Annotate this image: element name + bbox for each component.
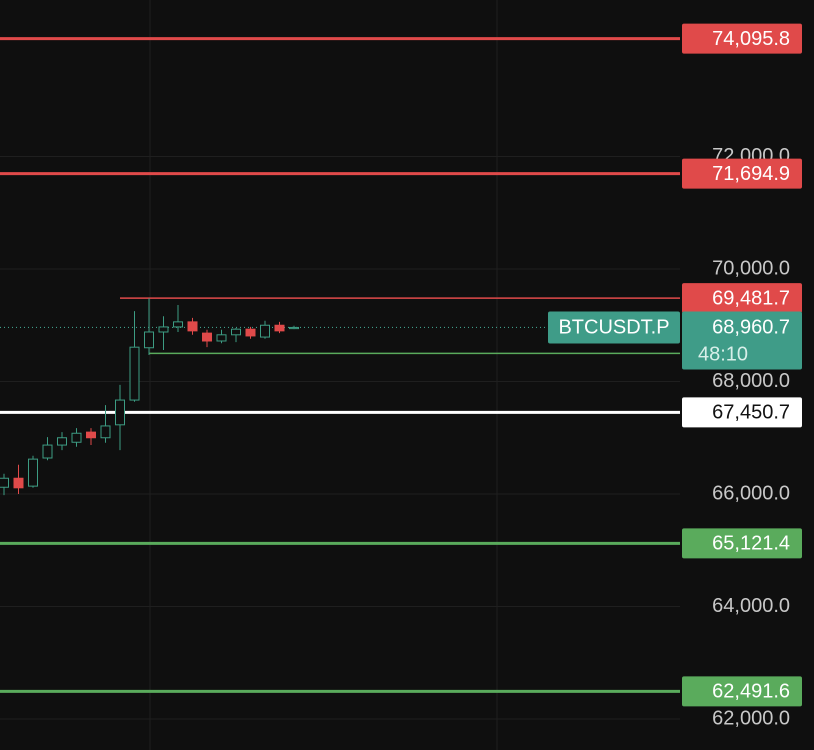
level-label: 74,095.8: [712, 28, 790, 50]
y-tick-label: 62,000.0: [712, 707, 790, 729]
candle-body: [173, 321, 183, 328]
candle-body: [13, 477, 24, 489]
level-label-box: [682, 23, 802, 54]
candle-body: [202, 332, 212, 342]
level-label-box: [682, 283, 802, 314]
price-box: [682, 311, 802, 370]
candle-body: [187, 321, 198, 332]
candle-body: [100, 425, 111, 439]
candle-body: [28, 458, 38, 487]
level-label-box: [682, 397, 802, 428]
candle-body: [42, 444, 53, 459]
candle-body: [158, 326, 169, 333]
candle-body: [57, 437, 67, 446]
countdown-label: 48:10: [698, 344, 748, 366]
candle-body: [115, 399, 125, 426]
level-label: 69,481.7: [712, 287, 790, 309]
y-tick-label: 64,000.0: [712, 595, 790, 617]
candle-body: [289, 326, 299, 330]
y-tick-label: 70,000.0: [712, 257, 790, 279]
level-label-box: [682, 158, 802, 189]
candle-body: [274, 324, 285, 332]
candle-body: [129, 346, 140, 401]
candle-body: [231, 328, 241, 336]
candle-body: [260, 324, 270, 338]
level-label: 71,694.9: [712, 163, 790, 185]
candle-body: [0, 477, 9, 488]
symbol-box: [548, 311, 680, 344]
candle-body: [71, 432, 82, 443]
level-label: 65,121.4: [712, 533, 790, 555]
level-label: 62,491.6: [712, 681, 790, 703]
candle-body: [216, 334, 227, 342]
y-tick-label: 68,000.0: [712, 370, 790, 392]
candle-body: [144, 331, 154, 349]
candle-body: [245, 328, 256, 337]
price-label: 68,960.7: [712, 317, 790, 339]
y-tick-label: 66,000.0: [712, 482, 790, 504]
level-label-box: [682, 676, 802, 707]
symbol-label: BTCUSDT.P: [558, 317, 669, 339]
level-label: 67,450.7: [712, 402, 790, 424]
candle-body: [86, 431, 96, 439]
level-label-box: [682, 528, 802, 559]
